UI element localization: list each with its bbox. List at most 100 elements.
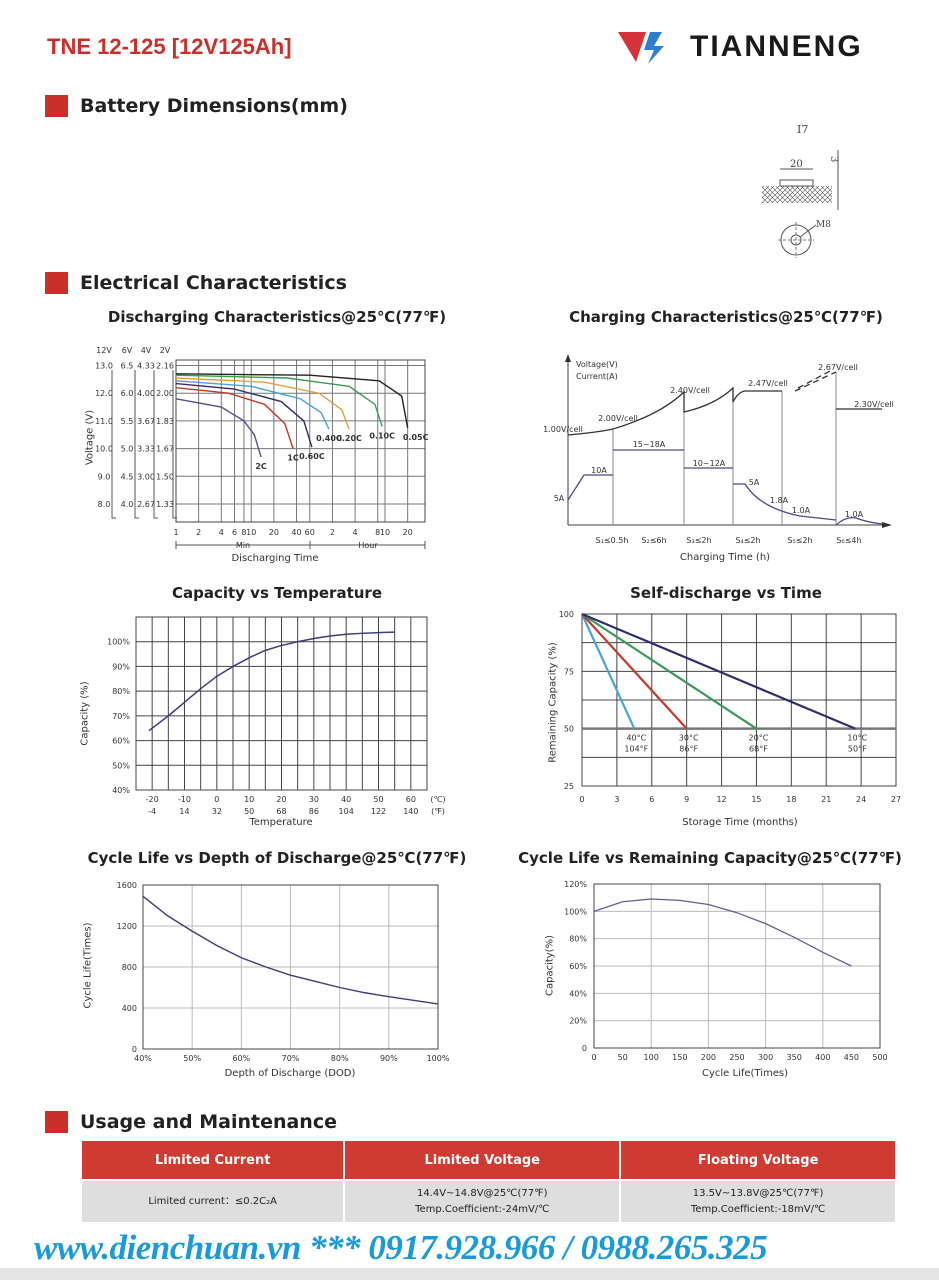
x-tick-label: 500 bbox=[872, 1053, 887, 1062]
y-tick-label: 120% bbox=[564, 880, 587, 889]
charging-diagram bbox=[565, 354, 892, 528]
xlabel-self-discharge: Storage Time (months) bbox=[682, 817, 798, 828]
series-line-0.40C bbox=[175, 380, 330, 430]
x-tick-label: 350 bbox=[787, 1053, 802, 1062]
series-temp-f: 104°F bbox=[624, 745, 648, 754]
series-label: 1C bbox=[287, 454, 299, 463]
y-tick-label: 11.0 bbox=[95, 417, 113, 426]
y-tick-label: 3.33 bbox=[137, 445, 155, 454]
header-limited-voltage: Limited Voltage bbox=[344, 1141, 622, 1180]
y-tick-label: 40% bbox=[112, 786, 130, 795]
x-tick-label: 21 bbox=[821, 795, 831, 804]
x-tick-label: 12 bbox=[716, 795, 726, 804]
terminal-name: I7 bbox=[797, 123, 808, 136]
y-tick-label: 13.0 bbox=[95, 362, 113, 371]
voltage-label: 2.30V/cell bbox=[854, 400, 894, 409]
current-label: 10~12A bbox=[693, 459, 726, 468]
x-tick-label-c: -10 bbox=[178, 795, 191, 804]
y-tick-label: 60% bbox=[112, 737, 130, 746]
x-tick-label: 20 bbox=[269, 528, 279, 537]
x-tick-label-c: 40 bbox=[341, 795, 351, 804]
series-line-0.20C bbox=[175, 377, 350, 430]
y-tick-label: 100 bbox=[559, 610, 574, 619]
x-tick-label-f: 50 bbox=[244, 807, 254, 816]
series-line-20°C bbox=[581, 613, 758, 730]
y-tick-label: 80% bbox=[569, 935, 587, 944]
unit-hour-label: Hour bbox=[358, 541, 378, 550]
section-electrical: Electrical Characteristics bbox=[45, 272, 347, 294]
stage-label: S₆≤4h bbox=[836, 536, 861, 545]
y-tick-label: 400 bbox=[122, 1004, 137, 1013]
series-line-capacity bbox=[593, 898, 852, 967]
series-temp-c: 10°C bbox=[847, 734, 867, 743]
y-tick-label: 1.67 bbox=[156, 445, 174, 454]
x-tick-label: 10 bbox=[380, 528, 390, 537]
x-tick-label-f: 140 bbox=[403, 807, 418, 816]
y-tick-label: 0 bbox=[582, 1044, 587, 1053]
current-label: 10A bbox=[591, 466, 607, 475]
section-title: Battery Dimensions(mm) bbox=[80, 95, 348, 117]
y-tick-label: 75 bbox=[564, 667, 574, 676]
y-tick-label: 6.0 bbox=[121, 389, 134, 398]
usage-table: Limited Current Limited Voltage Floating… bbox=[82, 1141, 897, 1222]
x-tick-label-c: 20 bbox=[276, 795, 286, 804]
y-tick-label: 6.5 bbox=[121, 362, 134, 371]
header-floating-voltage: Floating Voltage bbox=[620, 1141, 897, 1180]
voltage-label: 2.00V/cell bbox=[598, 414, 638, 423]
y-tick-label: 1600 bbox=[117, 881, 137, 890]
stage-label: S₃≤2h bbox=[686, 536, 711, 545]
x-tick-label: 70% bbox=[282, 1054, 300, 1063]
voltage-label: 2.67V/cell bbox=[818, 363, 858, 372]
x-tick-label: 400 bbox=[815, 1053, 830, 1062]
footer-contact[interactable]: www.dienchuan.vn *** 0917.928.966 / 0988… bbox=[34, 1228, 768, 1267]
x-tick-label: 8 bbox=[241, 528, 246, 537]
series-temp-c: 20°C bbox=[749, 734, 769, 743]
x-tick-label: 250 bbox=[729, 1053, 744, 1062]
y-column-header: 12V bbox=[96, 346, 112, 355]
series-label: 0.60C bbox=[299, 452, 325, 461]
series-temp-c: 30°C bbox=[679, 734, 699, 743]
x-tick-label: 1 bbox=[173, 528, 178, 537]
voltage-label: 1.00V/cell bbox=[543, 425, 583, 434]
x-tick-label: 20 bbox=[403, 528, 413, 537]
plot-frame bbox=[593, 883, 881, 1049]
section-usage: Usage and Maintenance bbox=[45, 1111, 337, 1133]
series-label: 0.10C bbox=[369, 431, 395, 440]
brand-name: TIANNENG bbox=[690, 30, 863, 63]
x-tick-label: 50% bbox=[183, 1054, 201, 1063]
y-tick-label: 2.00 bbox=[156, 389, 174, 398]
series-line-10°C bbox=[581, 612, 856, 730]
y-tick-label: 20% bbox=[569, 1017, 587, 1026]
y-column-bracket bbox=[111, 370, 116, 519]
chart-title-cycle-dod: Cycle Life vs Depth of Discharge@25℃(77℉… bbox=[87, 849, 467, 867]
bottom-bar bbox=[0, 1268, 939, 1280]
plot-frame bbox=[581, 613, 897, 787]
series-line-30°C bbox=[581, 613, 688, 730]
x-tick-label-c: 30 bbox=[309, 795, 319, 804]
x-tick-label: 10 bbox=[246, 528, 256, 537]
series-label: 0.05C bbox=[403, 433, 429, 442]
series-label: 2C bbox=[255, 462, 267, 471]
x-tick-label: 18 bbox=[786, 795, 796, 804]
y-tick-label: 1200 bbox=[117, 922, 137, 931]
series-line-capacity bbox=[148, 631, 395, 732]
x-tick-label-c: 10 bbox=[244, 795, 254, 804]
x-tick-label-f: -4 bbox=[148, 807, 156, 816]
tianneng-logo-icon bbox=[618, 32, 664, 64]
current-label: 5A bbox=[749, 478, 760, 487]
terminal-drawing: I7 20 3 M8 bbox=[762, 123, 839, 258]
current-label: 1.0A bbox=[792, 506, 811, 515]
limited-voltage-coef: Temp.Coefficient:-24mV/℃ bbox=[415, 1203, 550, 1215]
x-tick-label-f: 14 bbox=[179, 807, 189, 816]
series-temp-f: 50°F bbox=[848, 745, 867, 754]
xlabel-discharging: Discharging Time bbox=[231, 553, 319, 564]
current-label: 15~18A bbox=[633, 440, 666, 449]
header-limited-current: Limited Current bbox=[82, 1141, 346, 1180]
x-tick-label: 90% bbox=[380, 1054, 398, 1063]
brand-logo: TIANNENG bbox=[618, 30, 863, 64]
current-curve bbox=[567, 449, 883, 526]
y-tick-label: 12.0 bbox=[95, 389, 113, 398]
x-tick-label: 4 bbox=[219, 528, 224, 537]
x-tick-label: 80% bbox=[331, 1054, 349, 1063]
y-tick-label: 100% bbox=[564, 907, 587, 916]
